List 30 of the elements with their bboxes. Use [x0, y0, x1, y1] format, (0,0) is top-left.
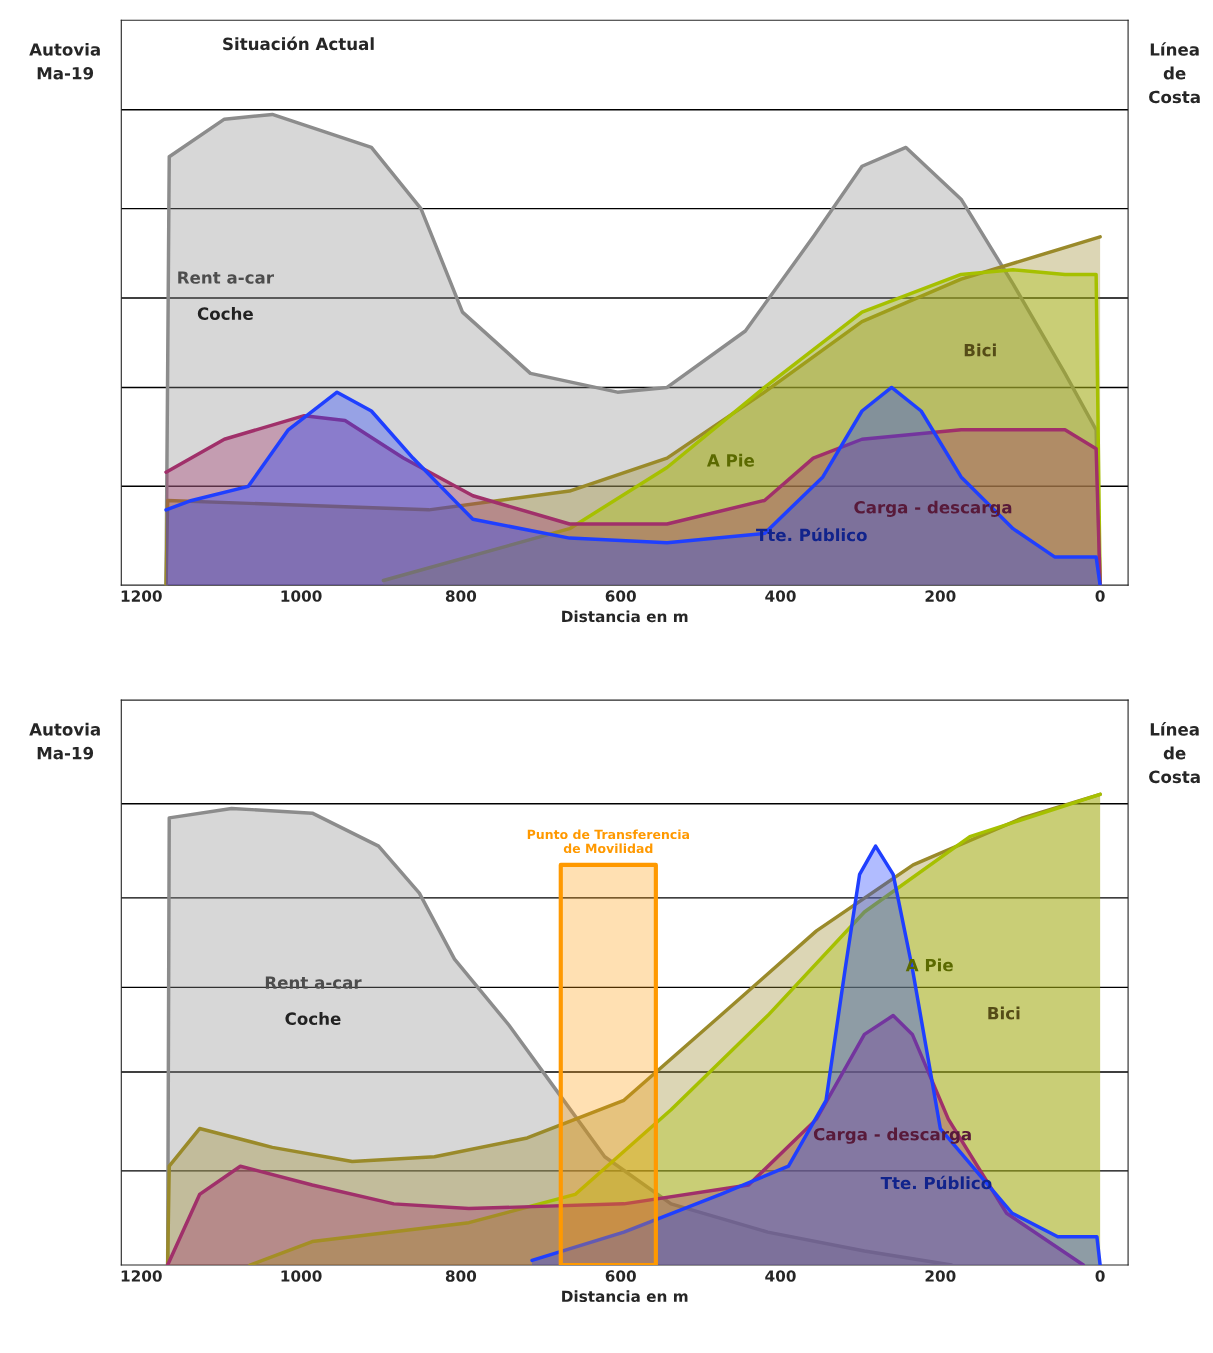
x-tick-label: 200	[925, 590, 956, 602]
annotation: Coche	[197, 307, 253, 320]
x-axis-title: Distancia en m	[562, 1290, 688, 1303]
series-label: Rent a-car	[265, 976, 362, 989]
text: Línea de Costa	[1149, 722, 1200, 784]
text: Línea de Costa	[1149, 42, 1200, 104]
x-tick-label: 1000	[281, 1270, 322, 1282]
text: Autovia Ma-19	[29, 722, 100, 760]
x-tick-label: 400	[765, 1270, 796, 1282]
text: Autovia Ma-19	[29, 42, 100, 80]
x-tick-label: 600	[605, 1270, 636, 1282]
x-tick-label: 0	[1095, 1270, 1105, 1282]
x-tick-label: 1200	[121, 590, 162, 602]
series-label: Bici	[964, 343, 996, 357]
x-tick-label: 800	[445, 1270, 477, 1282]
x-tick-label: 600	[605, 590, 636, 602]
x-tick-label: 800	[445, 590, 477, 602]
x-axis-title: Distancia en m	[562, 610, 688, 623]
x-tick-label: 400	[765, 590, 796, 602]
chart-title: Situación Actual	[223, 36, 374, 51]
annotation: Coche	[285, 1012, 341, 1025]
x-tick-label: 200	[925, 1270, 956, 1282]
band-label: Punto de Transferencia de Movilidad	[527, 829, 689, 854]
series-label: A Pie	[706, 453, 755, 467]
series-label: Tte. Público	[756, 527, 867, 542]
x-tick-label: 1200	[121, 1270, 162, 1282]
x-tick-label: 0	[1095, 590, 1105, 602]
series-label: Rent a-car	[178, 271, 274, 284]
x-tick-label: 1000	[281, 590, 322, 602]
series-label: Bici	[988, 1006, 1020, 1020]
